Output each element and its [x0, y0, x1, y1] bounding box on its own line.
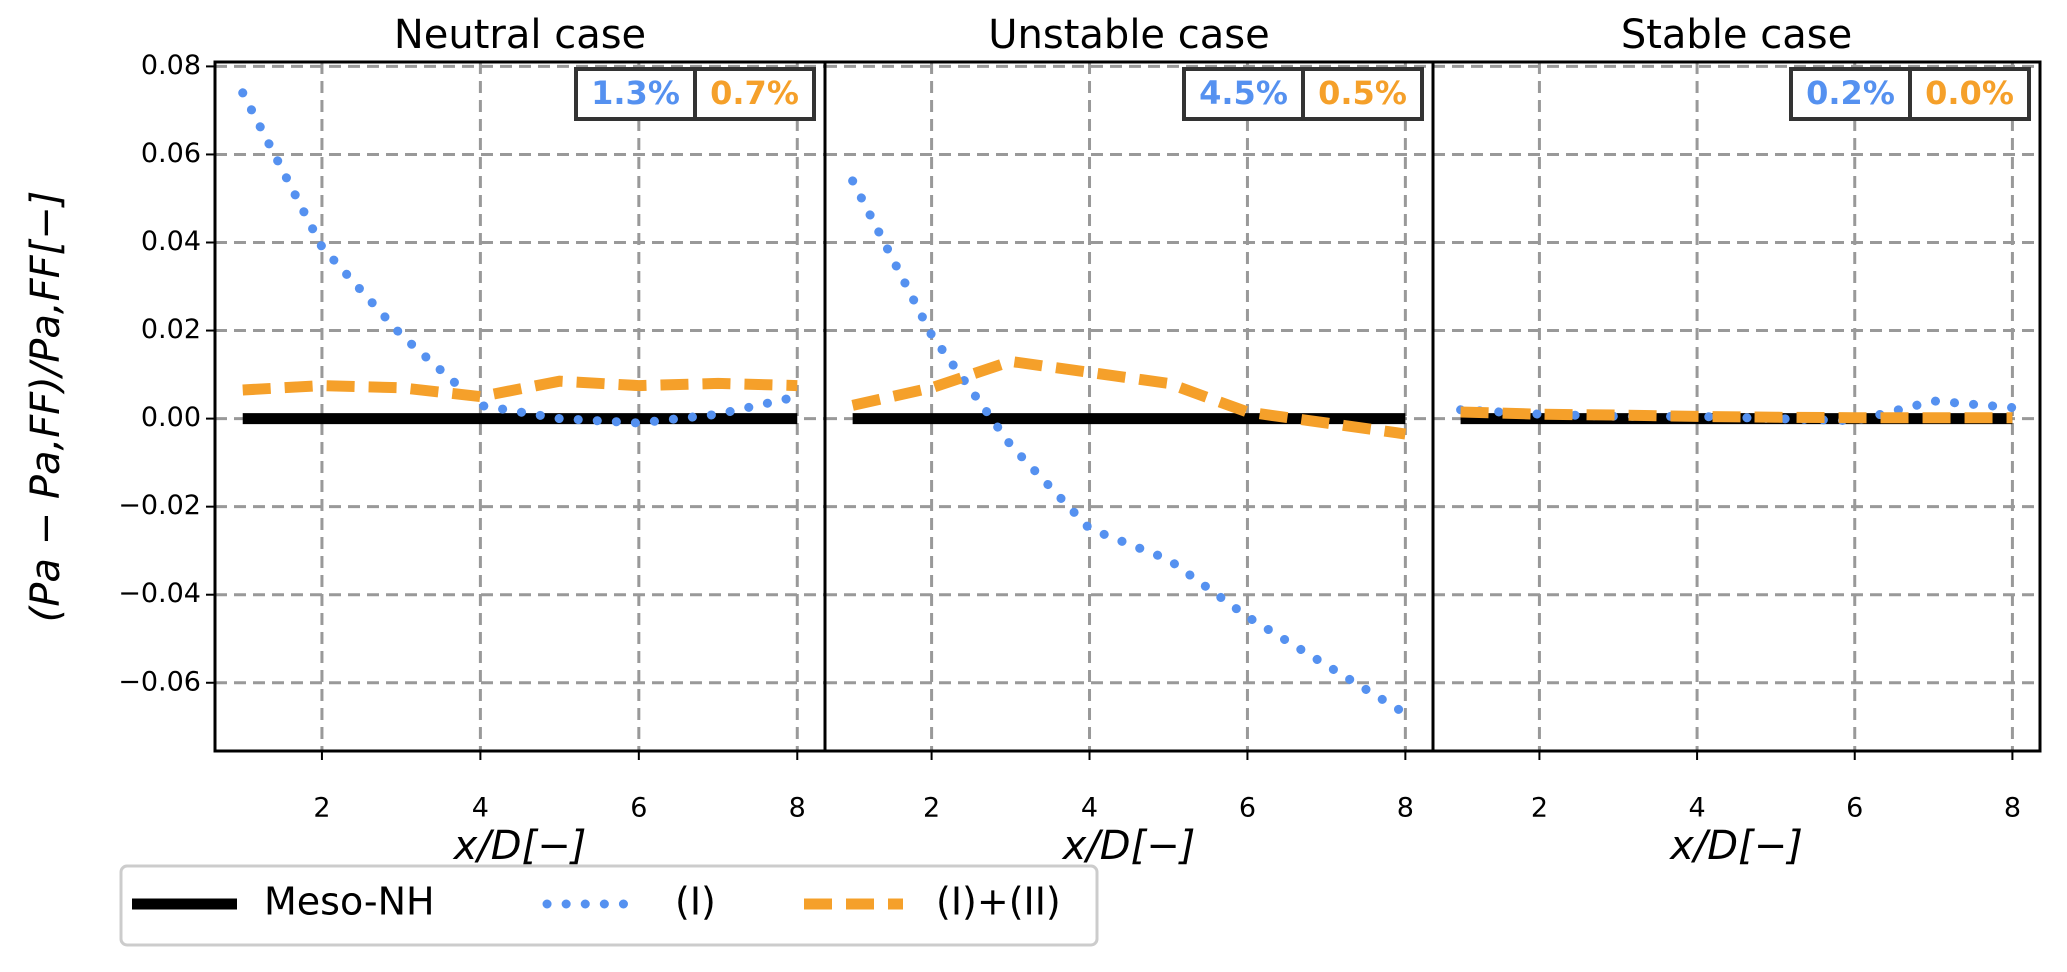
axes-frame: [213, 60, 827, 753]
x-tick-label: 4: [1688, 793, 1705, 824]
x-axis-label: x/D[−]: [1061, 823, 1196, 869]
y-axis-label: (Pa − Pa,FF)/Pa,FF[−]: [23, 191, 69, 623]
x-tick-label: 4: [1081, 793, 1098, 824]
x-tick-label: 8: [2004, 793, 2021, 824]
annotation-box: [1301, 67, 1424, 121]
annotation-box: [574, 67, 697, 121]
axes-frame: [1431, 60, 2042, 753]
annotation: 0.7%: [710, 74, 799, 112]
y-tick-label: 0.00: [141, 402, 201, 433]
y-tick-label: 0.08: [141, 50, 201, 81]
legend-label: (I)+(II): [936, 880, 1061, 924]
axes-frame: [823, 60, 1435, 753]
annotation: 0.2%: [1806, 74, 1895, 112]
series-line: [238, 88, 802, 428]
y-tick-label: −0.04: [118, 578, 201, 609]
x-tick-label: 4: [472, 793, 489, 824]
x-axis-label: x/D[−]: [452, 823, 587, 869]
annotation: 4.5%: [1199, 74, 1288, 112]
series-line: [848, 176, 1410, 719]
panel-title: Unstable case: [988, 12, 1269, 58]
annotation-box: [1789, 67, 1912, 121]
series-line: [242, 375, 798, 403]
y-tick-label: −0.06: [118, 666, 201, 697]
x-tick-label: 2: [1531, 793, 1548, 824]
x-tick-label: 2: [923, 793, 940, 824]
annotation-box: [693, 67, 816, 121]
y-tick-label: 0.06: [141, 138, 201, 169]
annotation: 0.5%: [1318, 74, 1407, 112]
legend-label: Meso-NH: [264, 880, 435, 924]
y-tick-label: −0.02: [118, 490, 201, 521]
panel-title: Neutral case: [394, 12, 646, 58]
x-axis-label: x/D[−]: [1668, 823, 1803, 869]
x-tick-label: 8: [789, 793, 806, 824]
legend-label: (I): [675, 880, 716, 924]
x-tick-label: 6: [1846, 793, 1863, 824]
x-tick-label: 6: [1239, 793, 1256, 824]
series-line: [1460, 406, 2013, 424]
y-tick-label: 0.04: [141, 226, 201, 257]
x-tick-label: 2: [313, 793, 330, 824]
panel-title: Stable case: [1621, 12, 1852, 58]
series-line: [851, 355, 1407, 440]
y-tick-label: 0.02: [141, 314, 201, 345]
annotation-box: [1908, 67, 2031, 121]
x-tick-label: 6: [630, 793, 647, 824]
legend-box: [119, 864, 1099, 947]
x-tick-label: 8: [1397, 793, 1414, 824]
annotation: 0.0%: [1925, 74, 2014, 112]
annotation: 1.3%: [591, 74, 680, 112]
